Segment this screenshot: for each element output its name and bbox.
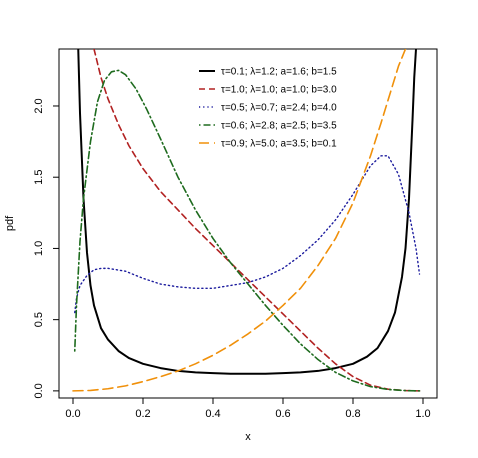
series-line-1 [77,49,417,375]
y-tick-label: 0.0 [33,383,45,398]
series-line-5 [72,49,407,392]
y-tick-label: 1.0 [33,241,45,256]
x-axis-title: x [245,431,251,443]
plot-frame [58,48,438,399]
x-tick-label: 0.4 [205,408,220,420]
x-tick-label: 0.6 [275,408,290,420]
y-tick-label: 2.0 [33,98,45,113]
x-tick-label: 0.0 [65,408,80,420]
y-axis: 0.0 0.5 1.0 1.5 2.0 [33,98,60,399]
x-tick-label: 0.2 [135,408,150,420]
x-axis: 0.0 0.2 0.4 0.6 0.8 1.0 [65,397,431,420]
series-line-3 [74,155,421,314]
legend: τ=0.1; λ=1.2; a=1.6; b=1.5 τ=1.0; λ=1.0; … [199,67,337,150]
legend-label-4: τ=0.6; λ=2.8; a=2.5; b=3.5 [221,121,337,132]
x-tick-label: 1.0 [415,408,430,420]
y-axis-title: pdf [4,215,16,231]
y-tick-label: 1.5 [33,170,45,185]
y-tick-label: 0.5 [33,312,45,327]
series-layer [72,49,421,392]
legend-label-3: τ=0.5; λ=0.7; a=2.4; b=4.0 [221,103,337,114]
legend-label-1: τ=0.1; λ=1.2; a=1.6; b=1.5 [221,67,337,78]
legend-label-2: τ=1.0; λ=1.0; a=1.0; b=3.0 [221,85,337,96]
series-line-2 [93,49,421,392]
x-tick-label: 0.8 [345,408,360,420]
series-line-4 [73,69,421,392]
legend-label-5: τ=0.9; λ=5.0; a=3.5; b=0.1 [221,139,337,150]
